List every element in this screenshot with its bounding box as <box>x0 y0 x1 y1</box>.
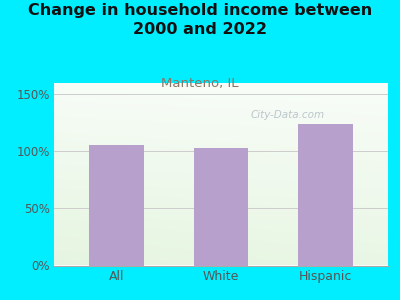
Text: Change in household income between
2000 and 2022: Change in household income between 2000 … <box>28 3 372 37</box>
Bar <box>194 148 248 266</box>
Text: City-Data.com: City-Data.com <box>251 110 325 120</box>
Bar <box>298 124 352 266</box>
Bar <box>90 146 144 266</box>
Text: Manteno, IL: Manteno, IL <box>161 76 239 89</box>
